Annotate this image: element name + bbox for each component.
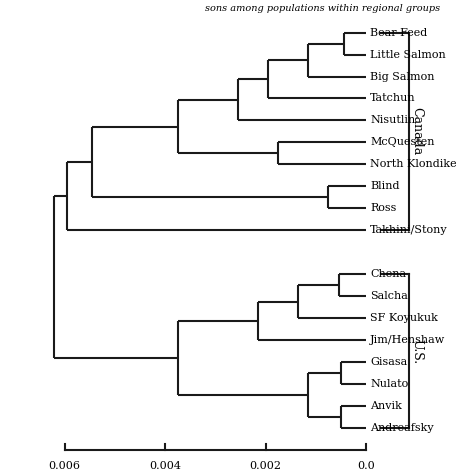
Text: sons among populations within regional groups: sons among populations within regional g… [205, 4, 440, 13]
Text: Little Salmon: Little Salmon [370, 50, 446, 60]
Text: Tatchun: Tatchun [370, 93, 416, 103]
Text: 0.004: 0.004 [149, 461, 181, 471]
Text: 0.002: 0.002 [250, 461, 282, 471]
Text: Ross: Ross [370, 203, 397, 213]
Text: Canada: Canada [410, 107, 423, 155]
Text: Nisutlin: Nisutlin [370, 116, 416, 126]
Text: Andreafsky: Andreafsky [370, 423, 434, 433]
Text: McQuesten: McQuesten [370, 137, 435, 147]
Text: Blind: Blind [370, 182, 400, 191]
Text: Jim/Henshaw: Jim/Henshaw [370, 335, 446, 345]
Text: Nulato: Nulato [370, 379, 409, 389]
Text: Bear Feed: Bear Feed [370, 27, 428, 37]
Text: Big Salmon: Big Salmon [370, 72, 435, 82]
Text: North Klondike: North Klondike [370, 159, 457, 169]
Text: Chena: Chena [370, 269, 406, 279]
Text: Gisasa: Gisasa [370, 357, 408, 367]
Text: SF Koyukuk: SF Koyukuk [370, 313, 438, 323]
Text: 0.006: 0.006 [48, 461, 81, 471]
Text: Anvik: Anvik [370, 401, 402, 411]
Text: U.S.: U.S. [410, 338, 423, 364]
Text: Salcha: Salcha [370, 291, 408, 301]
Text: 0.0: 0.0 [357, 461, 375, 471]
Text: Takhini/Stony: Takhini/Stony [370, 225, 448, 235]
